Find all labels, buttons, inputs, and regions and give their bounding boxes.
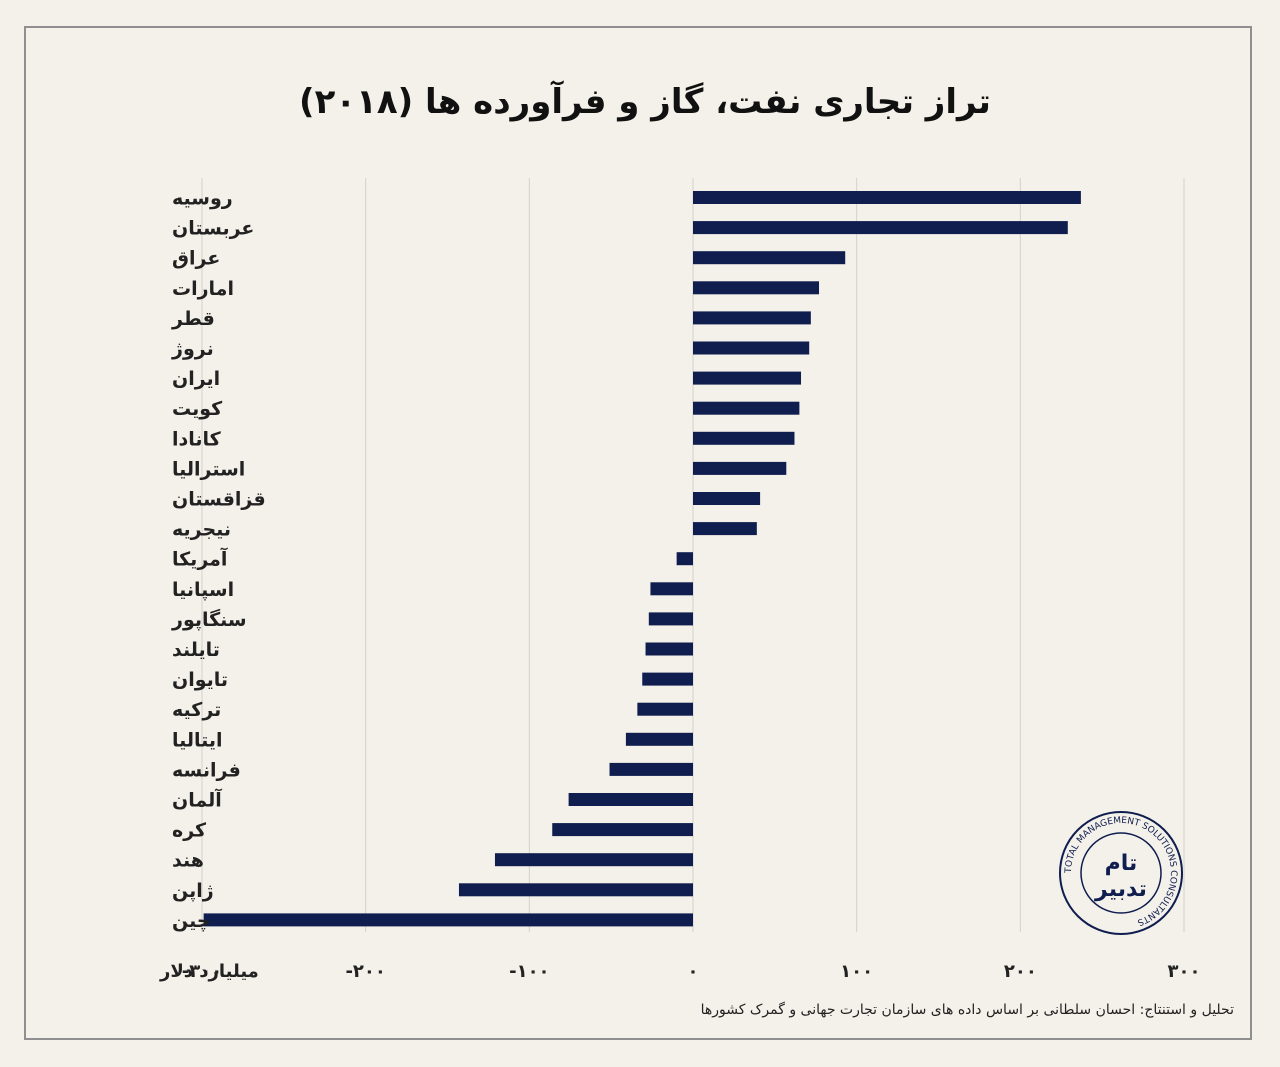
category-label-6: ایران — [172, 368, 220, 390]
bar-3 — [693, 281, 820, 295]
bar-1 — [693, 221, 1068, 235]
category-label-2: عراق — [172, 248, 220, 270]
category-label-4: قطر — [171, 308, 215, 330]
bar-6 — [693, 371, 802, 385]
bar-11 — [693, 522, 757, 536]
bar-9 — [693, 461, 787, 475]
bar-23 — [458, 883, 693, 897]
bar-17 — [637, 702, 693, 716]
bar-16 — [642, 672, 693, 686]
bar-22 — [494, 853, 693, 867]
category-label-3: امارات — [172, 278, 234, 300]
category-label-9: استرالیا — [172, 458, 245, 480]
category-label-17: ترکیه — [172, 699, 221, 721]
bar-21 — [552, 823, 693, 837]
x-tick-label-1: -۲۰۰ — [345, 961, 385, 982]
category-label-7: کویت — [172, 398, 223, 420]
bar-20 — [568, 793, 693, 806]
bar-10 — [693, 492, 761, 505]
bar-4 — [693, 311, 811, 325]
logo-sub-text: تدبیر — [1094, 877, 1147, 902]
category-label-10: قزاقستان — [172, 489, 266, 511]
x-tick-label-5: ۲۰۰ — [1004, 961, 1037, 982]
x-tick-label-0: -۳۰۰ — [182, 961, 222, 982]
bar-0 — [693, 191, 1081, 204]
bar-7 — [693, 401, 800, 415]
x-axis-label: میلیارد دلار — [159, 961, 259, 982]
category-label-18: ایتالیا — [172, 729, 223, 751]
x-tick-label-2: -۱۰۰ — [509, 961, 549, 982]
category-label-22: هند — [172, 850, 204, 872]
category-label-0: روسیه — [172, 188, 233, 210]
bar-19 — [609, 762, 693, 776]
company-logo-icon: TOTAL MANAGEMENT SOLUTIONS CONSULTANTS ت… — [1059, 811, 1183, 935]
bar-chart: روسیه عربستان عراق امارات قطر نروژ ایران کویت کا… — [159, 178, 1201, 982]
bar-5 — [693, 341, 810, 355]
category-label-21: کره — [172, 820, 207, 842]
category-label-14: سنگاپور — [171, 608, 247, 631]
category-label-1: عربستان — [172, 218, 254, 240]
chart-title: تراز تجاری نفت، گاز و فرآورده ها (۲۰۱۸) — [299, 82, 991, 122]
bar-13 — [650, 582, 693, 596]
x-tick-label-4: ۱۰۰ — [840, 961, 873, 982]
bar-14 — [648, 612, 693, 626]
category-label-23: ژاپن — [172, 880, 214, 902]
category-label-24: چین — [172, 910, 211, 932]
category-label-19: فرانسه — [172, 759, 241, 781]
bar-12 — [676, 552, 693, 566]
bar-18 — [625, 732, 693, 746]
category-label-5: نروژ — [171, 338, 214, 360]
source-note: تحلیل و استنتاج: احسان سلطانی بر اساس دا… — [700, 1002, 1234, 1018]
x-tick-label-3: ۰ — [688, 961, 699, 982]
x-tick-label-6: ۳۰۰ — [1168, 961, 1201, 982]
category-label-13: اسپانیا — [172, 579, 234, 601]
category-label-20: آلمان — [172, 788, 222, 812]
logo-main-text: تام — [1105, 851, 1138, 876]
bar-24 — [203, 913, 694, 927]
category-label-11: نیجریه — [172, 519, 231, 541]
bar-8 — [693, 431, 795, 445]
bar-15 — [645, 642, 693, 656]
bar-2 — [693, 251, 846, 265]
category-label-15: تایلند — [172, 639, 220, 661]
category-label-12: آمریکا — [172, 547, 228, 571]
category-label-16: تایوان — [172, 669, 228, 691]
category-label-8: کانادا — [172, 428, 222, 450]
